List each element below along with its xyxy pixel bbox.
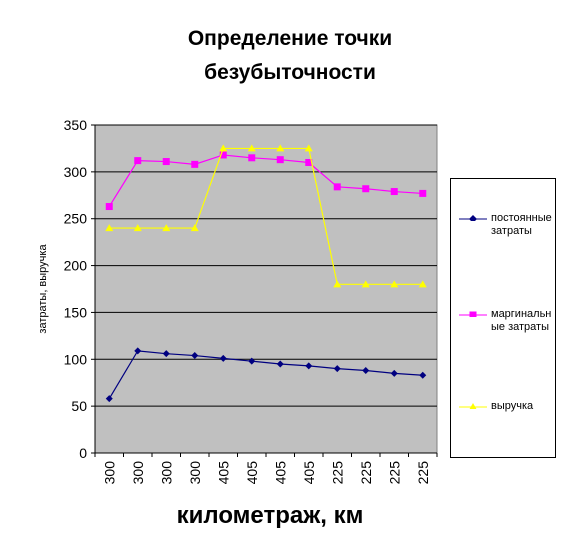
data-point — [219, 151, 227, 159]
y-tick-label: 300 — [64, 164, 88, 180]
y-tick-label: 200 — [64, 258, 88, 274]
y-tick-label: 150 — [64, 304, 88, 320]
data-point — [333, 280, 342, 288]
data-point — [133, 224, 142, 232]
y-tick-label: 250 — [64, 211, 88, 227]
x-tick-label: 405 — [272, 461, 288, 485]
y-tick-label: 0 — [79, 445, 87, 461]
data-point — [105, 203, 113, 211]
data-point — [419, 189, 427, 197]
data-point — [191, 352, 199, 360]
data-point — [247, 144, 256, 152]
chart-title: Определение точки безубыточности — [60, 22, 520, 90]
data-point — [305, 158, 313, 166]
data-point — [304, 144, 313, 152]
chart-title-line-1: Определение точки — [187, 27, 393, 50]
x-tick-label: 405 — [301, 461, 317, 485]
series-line-1 — [108, 154, 423, 207]
y-axis-label: затраты, выручка — [37, 244, 49, 334]
plot-area — [94, 124, 438, 454]
legend: постоянные затраты маргинальн ые затраты… — [450, 178, 556, 458]
legend-label: выручка — [491, 400, 534, 412]
legend-label: затраты — [491, 225, 532, 237]
series-line-0 — [108, 350, 423, 399]
x-tick-label: 225 — [329, 461, 345, 485]
data-point — [219, 354, 227, 362]
data-point — [305, 362, 313, 370]
data-point — [191, 160, 199, 168]
data-point — [276, 156, 284, 164]
legend-swatch-fixed-costs — [459, 215, 487, 221]
x-tick-label: 225 — [415, 461, 431, 485]
x-tick-label: 405 — [215, 461, 231, 485]
data-point — [105, 395, 113, 403]
legend-swatch-revenue — [459, 403, 487, 409]
data-point — [333, 183, 341, 191]
chart-title-line-2: безубыточности — [204, 61, 376, 84]
legend-label: ые затраты — [491, 321, 549, 333]
x-tick-label: 405 — [244, 461, 260, 485]
data-point — [276, 360, 284, 368]
y-tick-label: 350 — [64, 117, 88, 133]
x-tick-label: 225 — [358, 461, 374, 485]
y-tick-label: 100 — [64, 351, 88, 367]
x-tick-label: 300 — [101, 461, 117, 485]
x-tick-label: 225 — [386, 461, 402, 485]
data-point — [390, 280, 399, 288]
x-tick-label: 300 — [130, 461, 146, 485]
y-tick-label: 50 — [71, 398, 87, 414]
data-point — [362, 367, 370, 375]
data-point — [162, 158, 170, 166]
x-tick-label: 300 — [158, 461, 174, 485]
data-point — [190, 224, 199, 232]
legend-label: постоянные — [491, 212, 552, 224]
data-point — [248, 154, 256, 162]
data-point — [162, 224, 171, 232]
data-point — [362, 185, 370, 193]
x-tick-label: 300 — [187, 461, 203, 485]
data-point — [134, 157, 142, 165]
data-point — [333, 365, 341, 373]
data-point — [390, 188, 398, 196]
data-point — [361, 280, 370, 288]
data-point — [390, 369, 398, 377]
x-axis-label: километраж, км — [176, 502, 364, 529]
data-point — [248, 357, 256, 365]
data-point — [276, 144, 285, 152]
legend-swatch-marginal-costs — [459, 311, 487, 317]
data-point — [105, 224, 114, 232]
series-line-2 — [109, 147, 423, 285]
data-point — [219, 144, 228, 152]
data-point — [418, 280, 427, 288]
legend-label: маргинальн — [491, 308, 552, 320]
data-point — [162, 350, 170, 358]
data-point — [419, 371, 427, 379]
data-point — [134, 347, 142, 355]
